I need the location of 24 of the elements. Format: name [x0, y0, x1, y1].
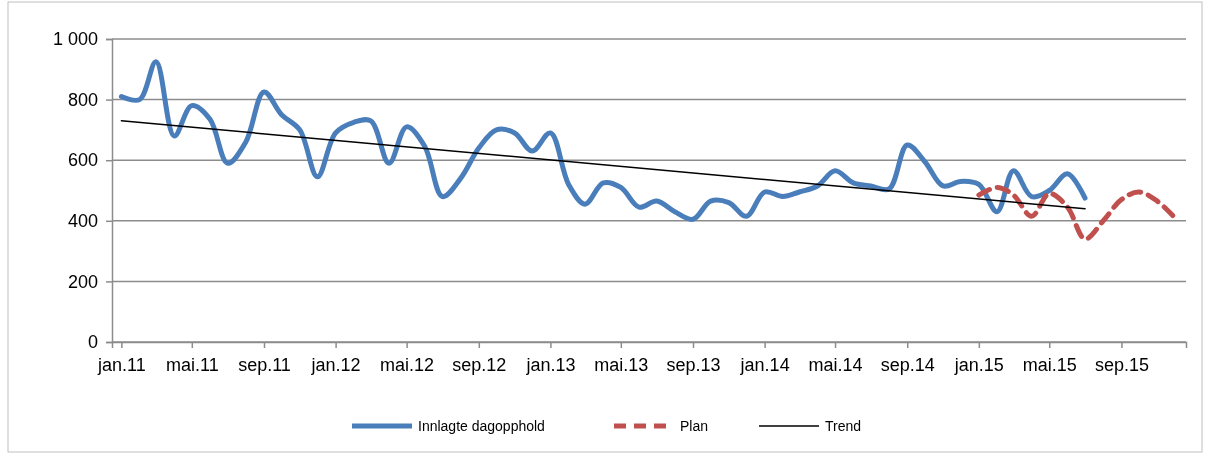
x-tick-label: jan.12 — [310, 354, 361, 375]
x-tick-label: mai.11 — [165, 354, 219, 375]
x-tick-label: sep.13 — [666, 354, 721, 375]
y-tick-label: 400 — [67, 211, 98, 232]
x-tick-label: mai.15 — [1022, 354, 1077, 375]
y-tick-label: 0 — [87, 332, 98, 353]
legend-label: Innlagte dagopphold — [418, 418, 545, 434]
x-tick-label: jan.14 — [739, 354, 790, 375]
x-tick-label: sep.12 — [452, 354, 507, 375]
x-tick-label: mai.12 — [380, 354, 435, 375]
y-tick-label: 600 — [67, 150, 98, 171]
legend-label: Trend — [825, 418, 862, 434]
x-tick-label: sep.14 — [880, 354, 935, 375]
y-tick-label: 200 — [67, 271, 98, 292]
y-tick-label: 1 000 — [52, 29, 98, 50]
x-tick-label: jan.13 — [525, 354, 576, 375]
y-tick-label: 800 — [67, 89, 98, 110]
x-tick-label: sep.15 — [1094, 354, 1149, 375]
x-tick-label: mai.13 — [594, 354, 649, 375]
x-tick-label: jan.11 — [97, 354, 146, 375]
legend-label: Plan — [680, 418, 709, 434]
x-tick-label: mai.14 — [808, 354, 863, 375]
x-tick-label: sep.11 — [238, 354, 291, 375]
x-tick-label: jan.15 — [953, 354, 1004, 375]
